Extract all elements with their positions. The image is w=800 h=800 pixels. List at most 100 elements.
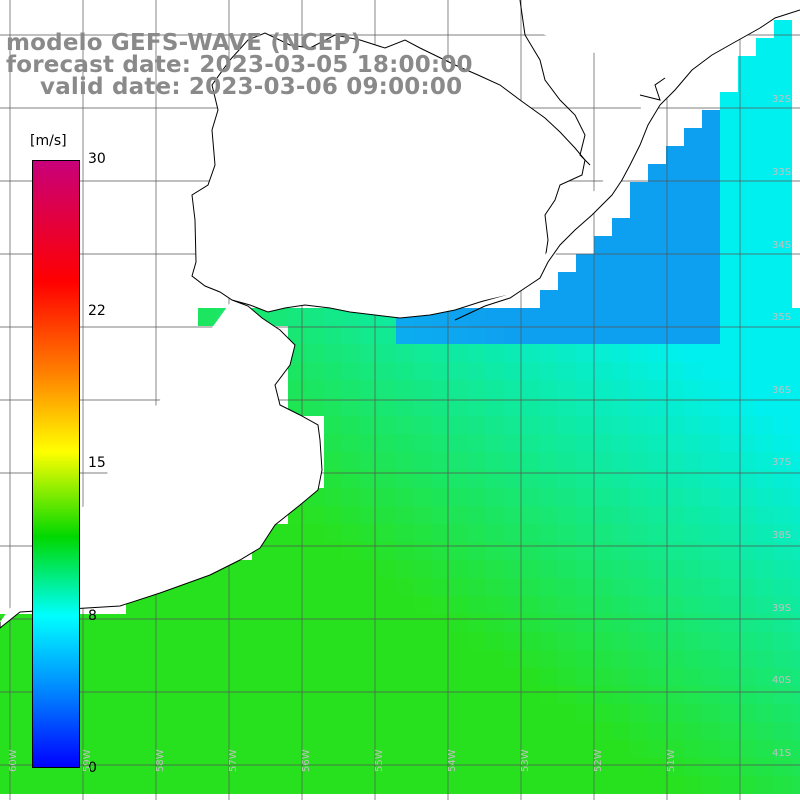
field-cell [756, 722, 774, 740]
field-cell [180, 704, 198, 722]
field-cell [612, 668, 630, 686]
field-cell [756, 578, 774, 596]
field-cell [18, 668, 36, 686]
field-cell [684, 506, 702, 524]
field-cell [414, 434, 432, 452]
field-cell [432, 722, 450, 740]
field-cell [468, 776, 486, 794]
field-cell [126, 614, 144, 632]
field-cell [450, 488, 468, 506]
field-cell [774, 758, 792, 776]
field-cell [126, 722, 144, 740]
field-cell [360, 776, 378, 794]
field-cell [468, 488, 486, 506]
field-cell [180, 632, 198, 650]
field-cell [486, 542, 504, 560]
field-cell [306, 560, 324, 578]
field-cell [540, 740, 558, 758]
field-cell [432, 668, 450, 686]
field-cell [684, 524, 702, 542]
field-cell [648, 164, 666, 182]
field-cell [774, 650, 792, 668]
field-cell [342, 452, 360, 470]
field-cell [774, 164, 792, 182]
field-cell [630, 524, 648, 542]
field-cell [360, 488, 378, 506]
field-cell [450, 380, 468, 398]
field-cell [774, 434, 792, 452]
field-cell [774, 668, 792, 686]
field-cell [360, 416, 378, 434]
field-cell [288, 686, 306, 704]
field-cell [774, 92, 792, 110]
field-cell [522, 362, 540, 380]
field-cell [450, 578, 468, 596]
field-cell [792, 686, 800, 704]
field-cell [612, 272, 630, 290]
lat-label-33s: 33S [772, 167, 792, 178]
field-cell [630, 578, 648, 596]
field-cell [630, 704, 648, 722]
field-cell [360, 524, 378, 542]
field-cell [126, 650, 144, 668]
field-cell [216, 668, 234, 686]
field-cell [594, 236, 612, 254]
field-cell [630, 614, 648, 632]
field-cell [540, 686, 558, 704]
field-cell [738, 254, 756, 272]
field-cell [414, 362, 432, 380]
lon-label-56w: 56W [301, 749, 312, 772]
field-cell [630, 362, 648, 380]
field-cell [576, 290, 594, 308]
field-cell [378, 452, 396, 470]
field-cell [252, 758, 270, 776]
field-cell [522, 686, 540, 704]
field-cell [504, 416, 522, 434]
field-cell [414, 686, 432, 704]
field-cell [180, 776, 198, 794]
field-cell [468, 362, 486, 380]
field-cell [720, 308, 738, 326]
field-cell [738, 542, 756, 560]
field-cell [324, 776, 342, 794]
field-cell [504, 668, 522, 686]
field-cell [702, 308, 720, 326]
field-cell [612, 560, 630, 578]
field-cell [792, 308, 800, 326]
field-cell [252, 578, 270, 596]
field-cell [540, 434, 558, 452]
field-cell [198, 668, 216, 686]
field-cell [144, 686, 162, 704]
field-cell [684, 758, 702, 776]
field-cell [288, 380, 306, 398]
field-cell [504, 380, 522, 398]
field-cell [198, 758, 216, 776]
field-cell [684, 290, 702, 308]
field-cell [558, 758, 576, 776]
field-cell [486, 650, 504, 668]
field-cell [288, 596, 306, 614]
field-cell [630, 686, 648, 704]
field-cell [234, 668, 252, 686]
field-cell [558, 434, 576, 452]
field-cell [162, 596, 180, 614]
field-cell [432, 524, 450, 542]
field-cell [738, 650, 756, 668]
field-cell [774, 146, 792, 164]
field-cell [666, 200, 684, 218]
field-cell [504, 362, 522, 380]
field-cell [702, 740, 720, 758]
field-cell [144, 614, 162, 632]
field-cell [612, 758, 630, 776]
field-cell [414, 776, 432, 794]
field-cell [324, 596, 342, 614]
field-cell [396, 686, 414, 704]
field-cell [342, 542, 360, 560]
field-cell [234, 776, 252, 794]
field-cell [234, 614, 252, 632]
field-cell [216, 686, 234, 704]
field-cell [522, 596, 540, 614]
field-cell [522, 344, 540, 362]
field-cell [738, 704, 756, 722]
field-cell [792, 398, 800, 416]
